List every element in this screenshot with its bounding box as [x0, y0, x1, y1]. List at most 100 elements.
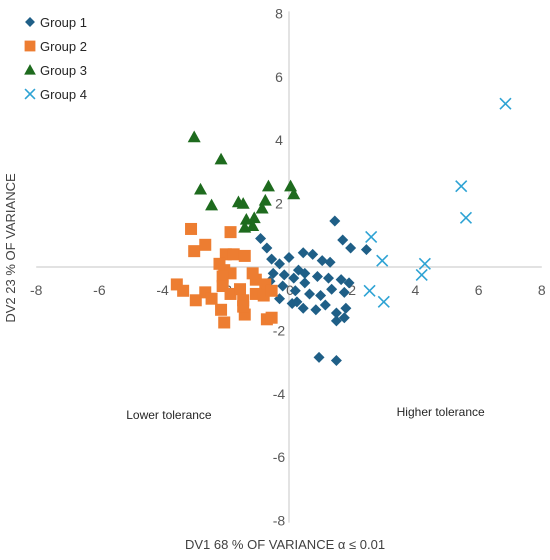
- data-point: [216, 270, 229, 283]
- data-point: [205, 198, 219, 211]
- data-point: [289, 285, 301, 297]
- data-point: [283, 251, 295, 263]
- series-group-3: [187, 130, 301, 233]
- x-tick-label: 4: [412, 282, 420, 298]
- data-point: [194, 182, 208, 195]
- data-point: [360, 244, 372, 256]
- data-point: [345, 242, 357, 254]
- data-point: [297, 247, 309, 259]
- y-tick-label: 6: [275, 69, 283, 85]
- annotation-label: Lower tolerance: [126, 408, 212, 422]
- data-point: [188, 245, 201, 258]
- data-point: [187, 130, 201, 143]
- data-points: [170, 97, 512, 367]
- x-tick-label: -6: [93, 282, 106, 298]
- data-point: [246, 267, 259, 280]
- legend-marker: [24, 40, 36, 52]
- annotations: Lower tolerance Higher tolerance: [126, 405, 485, 422]
- data-point: [177, 284, 190, 297]
- data-point: [266, 253, 278, 265]
- data-point: [265, 311, 278, 324]
- y-axis-title: DV2 23 % OF VARIANCE: [3, 173, 18, 323]
- data-point: [214, 152, 228, 165]
- data-point: [288, 272, 300, 284]
- x-tick-label: -8: [30, 282, 43, 298]
- series-group-4: [363, 97, 512, 308]
- data-point: [338, 312, 350, 324]
- x-tick-label: -4: [156, 282, 169, 298]
- data-point: [340, 302, 352, 314]
- legend-item: Group 1: [25, 15, 87, 30]
- legend-label: Group 1: [40, 15, 87, 30]
- data-point: [291, 296, 303, 308]
- legend-item: Group 2: [24, 39, 87, 54]
- data-point: [236, 197, 250, 209]
- data-point: [255, 232, 267, 244]
- data-point: [227, 248, 240, 261]
- y-tick-label: -4: [273, 386, 286, 402]
- data-point: [215, 303, 228, 316]
- y-tick-label: 4: [275, 132, 283, 148]
- data-point: [315, 290, 327, 302]
- data-point: [247, 211, 261, 224]
- legend-marker: [24, 64, 36, 75]
- data-point: [415, 268, 428, 281]
- legend-item: Group 3: [24, 63, 87, 78]
- data-point: [316, 255, 328, 267]
- data-point: [323, 272, 334, 284]
- data-point: [335, 274, 347, 286]
- x-tick-label: 6: [475, 282, 483, 298]
- data-point: [499, 97, 512, 110]
- data-point: [338, 286, 350, 298]
- data-point: [199, 238, 212, 251]
- y-tick-label: -8: [273, 513, 286, 529]
- data-point: [376, 254, 389, 267]
- data-point: [261, 179, 275, 192]
- legend-label: Group 2: [40, 39, 87, 54]
- data-point: [363, 284, 376, 297]
- x-axis-title: DV1 68 % OF VARIANCE α ≤ 0.01: [185, 537, 385, 552]
- legend-label: Group 3: [40, 63, 87, 78]
- data-point: [224, 226, 237, 239]
- legend-marker: [24, 88, 36, 100]
- data-point: [224, 287, 237, 300]
- data-point: [326, 283, 338, 295]
- data-point: [265, 284, 278, 297]
- x-tick-label: 2: [348, 282, 356, 298]
- data-point: [234, 283, 247, 296]
- y-tick-label: -2: [273, 322, 286, 338]
- data-point: [185, 222, 198, 235]
- legend: Group 1 Group 2 Group 3 Group 4: [24, 15, 87, 102]
- y-tick-label: -6: [273, 449, 286, 465]
- annotation-label: Higher tolerance: [397, 405, 485, 419]
- data-point: [304, 288, 316, 300]
- data-point: [329, 215, 341, 227]
- data-point: [330, 307, 342, 319]
- data-point: [299, 267, 311, 279]
- data-point: [365, 230, 378, 243]
- data-point: [205, 292, 218, 305]
- data-point: [299, 277, 311, 289]
- data-point: [459, 211, 473, 224]
- data-point: [330, 315, 342, 327]
- data-point: [319, 299, 331, 311]
- data-point: [297, 302, 309, 314]
- data-point: [311, 271, 323, 283]
- y-tick-label: 8: [275, 5, 283, 21]
- data-point: [267, 267, 279, 279]
- series-group-1: [255, 215, 372, 367]
- series-group-2: [170, 222, 278, 329]
- data-point: [310, 304, 322, 316]
- data-point: [255, 201, 269, 214]
- data-point: [218, 316, 231, 329]
- data-point: [258, 193, 272, 206]
- data-point: [330, 355, 342, 367]
- data-point: [455, 180, 468, 193]
- legend-marker: [25, 17, 35, 27]
- y-tick-label: 2: [275, 196, 283, 212]
- data-point: [237, 300, 250, 313]
- axes: [36, 11, 542, 523]
- data-point: [274, 258, 286, 270]
- data-point: [377, 295, 390, 308]
